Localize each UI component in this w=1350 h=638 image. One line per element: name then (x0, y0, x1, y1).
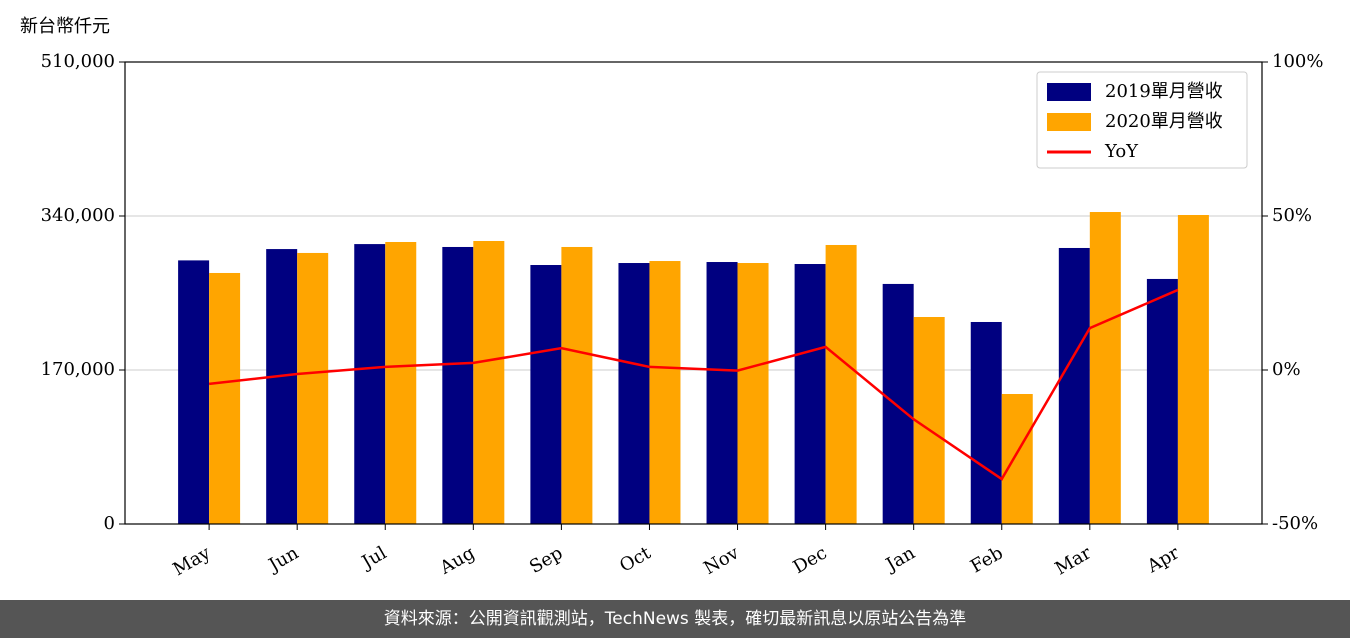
bar (561, 246, 593, 524)
y-axis-unit: 新台幣仟元 (20, 16, 110, 37)
legend-swatch (1047, 113, 1091, 131)
bar (209, 272, 241, 524)
legend-label: 2020單月營收 (1105, 111, 1223, 132)
legend-swatch (1047, 83, 1091, 101)
y2-tick-label: 0% (1272, 359, 1301, 380)
bar (706, 262, 738, 524)
y-tick-label: 0 (104, 513, 115, 534)
x-tick-label: Sep (526, 542, 566, 577)
bar (354, 244, 386, 525)
x-tick-label: Jul (357, 542, 391, 574)
plot-frame (124, 61, 1263, 525)
footer: 資料來源：公開資訊觀測站，TechNews 製表，確切最新訊息以原站公告為準 (0, 600, 1350, 638)
bar (825, 244, 857, 525)
y2-tick-label: 50% (1272, 205, 1312, 226)
x-tick-label: Oct (616, 542, 655, 577)
x-tick-label: Jan (881, 542, 919, 576)
bar (1058, 247, 1090, 524)
x-tick-label: Nov (700, 542, 743, 579)
y-tick-label: 510,000 (41, 51, 115, 72)
bar (882, 283, 914, 524)
bar (530, 265, 562, 524)
line (208, 288, 1179, 481)
bar (1146, 278, 1178, 524)
y2-tick-label: 100% (1272, 51, 1323, 72)
bar (1177, 215, 1209, 524)
bar (970, 321, 1002, 524)
chart: 新台幣仟元 0 170,000 340,000 510,000 -50% 0% 50% 100… (20, 16, 1323, 580)
bar (266, 249, 298, 525)
x-tick-label: May (170, 542, 215, 580)
bar (1089, 212, 1121, 525)
bar (618, 263, 650, 524)
bar (178, 260, 210, 524)
legend-label: YoY (1104, 141, 1139, 162)
y-tick-label: 340,000 (41, 205, 115, 226)
bar (794, 264, 826, 524)
y2-tick-label: -50% (1272, 513, 1318, 534)
bar (473, 241, 505, 524)
bar (442, 246, 474, 524)
y-tick-label: 170,000 (41, 359, 115, 380)
bar (737, 263, 769, 524)
bar (1001, 394, 1033, 524)
x-tick-label: Dec (790, 542, 831, 578)
bar (913, 317, 945, 524)
bar (649, 261, 681, 524)
bar (385, 241, 417, 524)
x-tick-label: Mar (1052, 542, 1096, 579)
bar (297, 252, 329, 524)
legend-label: 2019單月營收 (1105, 81, 1223, 102)
x-tick-label: Aug (436, 542, 479, 579)
x-tick-label: Feb (967, 542, 1007, 577)
x-tick-label: Apr (1143, 542, 1183, 577)
x-tick-label: Jun (264, 542, 303, 577)
